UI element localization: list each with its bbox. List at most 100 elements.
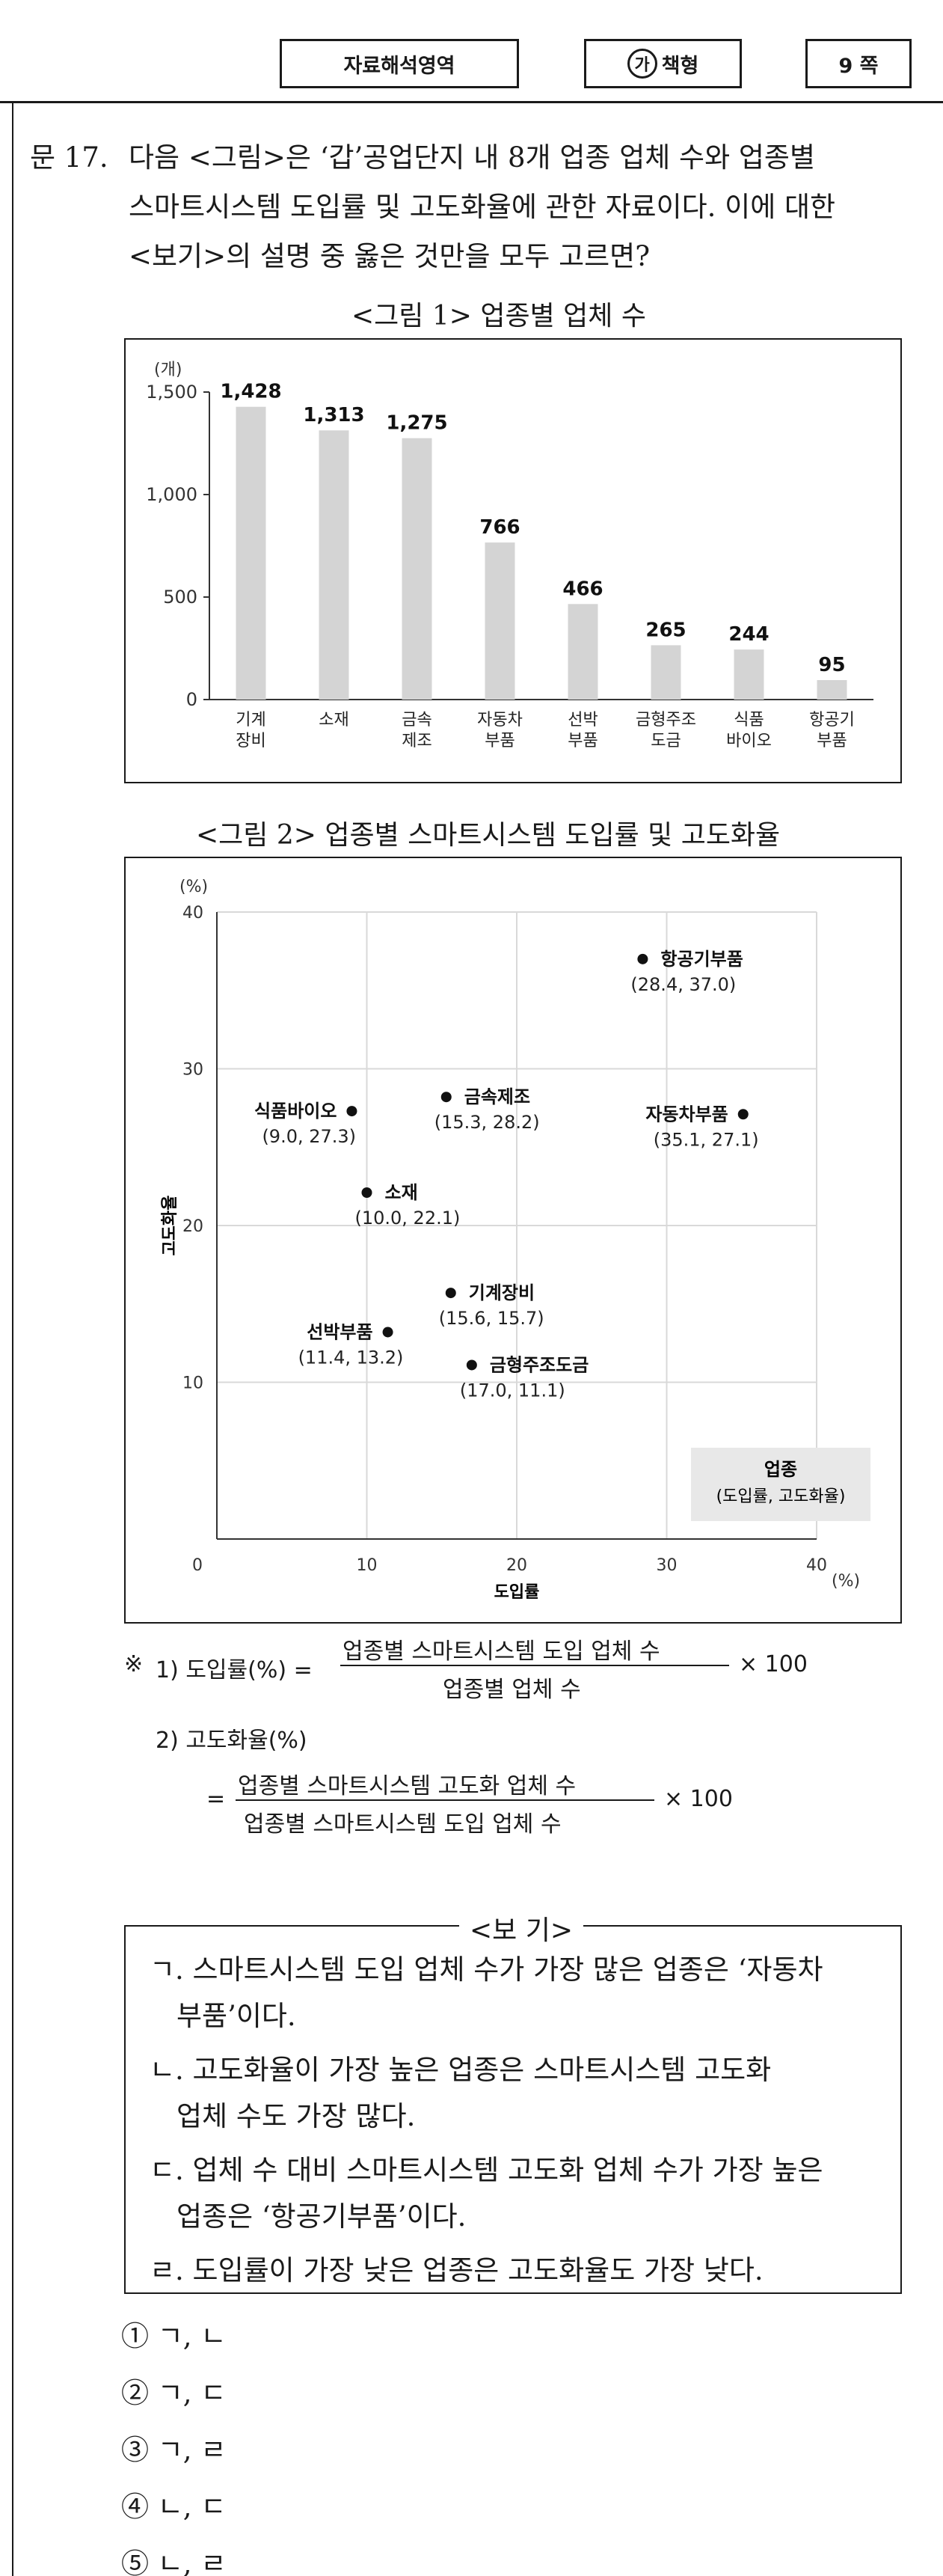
section-title-box: 자료해석영역 — [280, 39, 519, 88]
point-coord-label: (9.0, 27.3) — [262, 1126, 356, 1147]
x-category-label: 부품 — [485, 732, 514, 750]
bogi-item-3-line-2: 업종은 ‘항공기부품’이다. — [176, 2200, 467, 2233]
y-unit-label: (%) — [179, 878, 208, 896]
point-name-label: 금형주조도금 — [490, 1354, 589, 1375]
question-text-2: 스마트시스템 도입률 및 고도화율에 관한 자료이다. 이에 대한 — [129, 191, 836, 223]
figure1-box: (개) 0 500 1,000 1,500 1,428 기계 장비 1,313 소재 1,275 금… — [124, 338, 902, 783]
question-text-1: 다음 <그림>은 ‘갑’공업단지 내 8개 업종 업체 수와 업종별 — [129, 141, 815, 174]
point-coord-label: (10.0, 22.1) — [355, 1208, 461, 1229]
figure2-title: <그림 2> 업종별 스마트시스템 도입률 및 고도화율 — [196, 820, 781, 851]
grid — [217, 911, 817, 1539]
bar-value-label: 466 — [562, 578, 603, 600]
x-category-label: 금속 — [402, 711, 431, 729]
y-tick-label: 1,500 — [146, 382, 197, 403]
y-tick-label: 20 — [182, 1217, 203, 1236]
bar-chart: (개) 0 500 1,000 1,500 1,428 기계장비 1,313 소재 1,275 금… — [146, 361, 873, 750]
x-category-label: 장비 — [236, 732, 265, 750]
legend-title: 업종 — [764, 1459, 797, 1480]
point-name-label: 자동차부품 — [645, 1104, 728, 1125]
note1-fraction-bar — [340, 1665, 729, 1666]
header-rule — [0, 101, 943, 103]
column-rule — [12, 103, 13, 2576]
figure2-box: (%) (%) 업종 (도입률, 고도화율) 0 10 20 30 40 10 20 30 40… — [124, 857, 902, 1624]
point-name-label: 기계장비 — [469, 1282, 535, 1303]
scatter-point — [737, 1109, 749, 1120]
point-coord-label: (15.3, 28.2) — [434, 1112, 540, 1133]
scatter-point — [440, 1092, 452, 1103]
y-tick-label: 30 — [182, 1061, 203, 1080]
scatter-point — [382, 1327, 393, 1338]
scatter-point — [637, 953, 648, 964]
bar-value-label: 265 — [645, 619, 686, 641]
x-category-label: 부품 — [568, 732, 598, 750]
bogi-item-2-line-2: 업체 수도 가장 많다. — [176, 2100, 416, 2132]
y-unit-label: (개) — [154, 361, 182, 379]
bar — [817, 679, 847, 700]
y-tick-label: 500 — [163, 587, 197, 608]
x-category-label: 자동차 — [477, 711, 523, 729]
bar-value-label: 1,313 — [303, 404, 364, 426]
note1-label: 1) 도입률(%) = — [156, 1657, 313, 1683]
x-tick-label: 40 — [806, 1556, 827, 1575]
x-category-label: 금형주조 — [636, 711, 696, 729]
bogi-item-2-line-1: ㄴ. 고도화율이 가장 높은 업종은 스마트시스템 고도화 — [150, 2054, 772, 2086]
page-number: 9 쪽 — [838, 54, 879, 78]
point-coord-label: (28.4, 37.0) — [630, 974, 736, 995]
figure1-title: <그림 1> 업종별 업체 수 — [351, 301, 646, 331]
x-category-label: 도금 — [651, 732, 681, 750]
x-category-label: 바이오 — [726, 732, 772, 750]
point-name-label: 금속제조 — [464, 1086, 530, 1107]
question-text-3: <보기>의 설명 중 옳은 것만을 모두 고르면? — [129, 240, 651, 272]
scatter-point — [346, 1106, 357, 1117]
booklet-type-mark: 가 — [627, 49, 657, 79]
y-axis-label: 고도화율 — [161, 1196, 179, 1256]
option-1[interactable]: ① ㄱ, ㄴ — [121, 2320, 227, 2352]
note2-tail: × 100 — [664, 1786, 733, 1812]
question-number: 문 17. — [30, 141, 108, 174]
point-name-label: 식품바이오 — [254, 1101, 337, 1122]
bar — [734, 649, 764, 700]
scatter-chart: (%) (%) 업종 (도입률, 고도화율) 0 10 20 30 40 10 20 30 40… — [161, 878, 870, 1602]
bogi-item-1-line-1: ㄱ. 스마트시스템 도입 업체 수가 가장 많은 업종은 ‘자동차 — [150, 1954, 823, 1986]
note1-tail: × 100 — [739, 1651, 808, 1677]
bogi-title: <보 기> — [459, 1909, 584, 1948]
x-tick-label: 20 — [506, 1556, 527, 1575]
point-coord-label: (15.6, 15.7) — [439, 1308, 544, 1329]
option-2[interactable]: ② ㄱ, ㄷ — [121, 2377, 227, 2409]
x-tick-label: 10 — [357, 1556, 378, 1575]
point-coord-label: (17.0, 11.1) — [460, 1380, 565, 1401]
legend-box — [691, 1448, 870, 1521]
point-name-label: 선박부품 — [307, 1321, 372, 1342]
bogi-item-3-line-1: ㄷ. 업체 수 대비 스마트시스템 고도화 업체 수가 가장 높은 — [150, 2154, 823, 2186]
bar-value-label: 766 — [479, 516, 520, 539]
x-category-label: 식품 — [734, 711, 764, 729]
section-title: 자료해석영역 — [343, 54, 455, 78]
x-category-label: 항공기 — [809, 711, 855, 729]
note2-denominator: 업종별 스마트시스템 도입 업체 수 — [244, 1811, 562, 1838]
scatter-point — [445, 1288, 456, 1299]
x-category-label: 기계 — [236, 711, 265, 729]
point-coord-label: (35.1, 27.1) — [654, 1129, 759, 1150]
scatter-point — [466, 1359, 477, 1371]
option-4[interactable]: ④ ㄴ, ㄷ — [121, 2491, 227, 2523]
bar — [651, 645, 681, 700]
y-tick-label: 1,000 — [146, 484, 197, 505]
option-3[interactable]: ③ ㄱ, ㄹ — [121, 2434, 227, 2466]
point-coord-label: (11.4, 13.2) — [298, 1347, 404, 1368]
y-tick-label: 10 — [182, 1374, 203, 1393]
bar — [485, 542, 515, 700]
note2-equals: = — [206, 1786, 226, 1812]
note2-numerator: 업종별 스마트시스템 고도화 업체 수 — [238, 1773, 577, 1799]
y-tick-label: 0 — [186, 689, 197, 710]
bar — [319, 430, 349, 700]
bar-value-label: 95 — [818, 654, 845, 676]
bar — [236, 406, 266, 700]
note2-label: 2) 고도화율(%) — [156, 1728, 307, 1754]
option-5[interactable]: ⑤ ㄴ, ㄹ — [121, 2548, 227, 2576]
note1-denominator: 업종별 업체 수 — [443, 1677, 581, 1703]
point-name-label: 소재 — [385, 1182, 418, 1203]
booklet-type-label: 책형 — [661, 54, 699, 78]
scatter-point — [361, 1187, 372, 1199]
x-category-label: 소재 — [319, 711, 348, 729]
x-tick-label: 0 — [192, 1556, 203, 1575]
